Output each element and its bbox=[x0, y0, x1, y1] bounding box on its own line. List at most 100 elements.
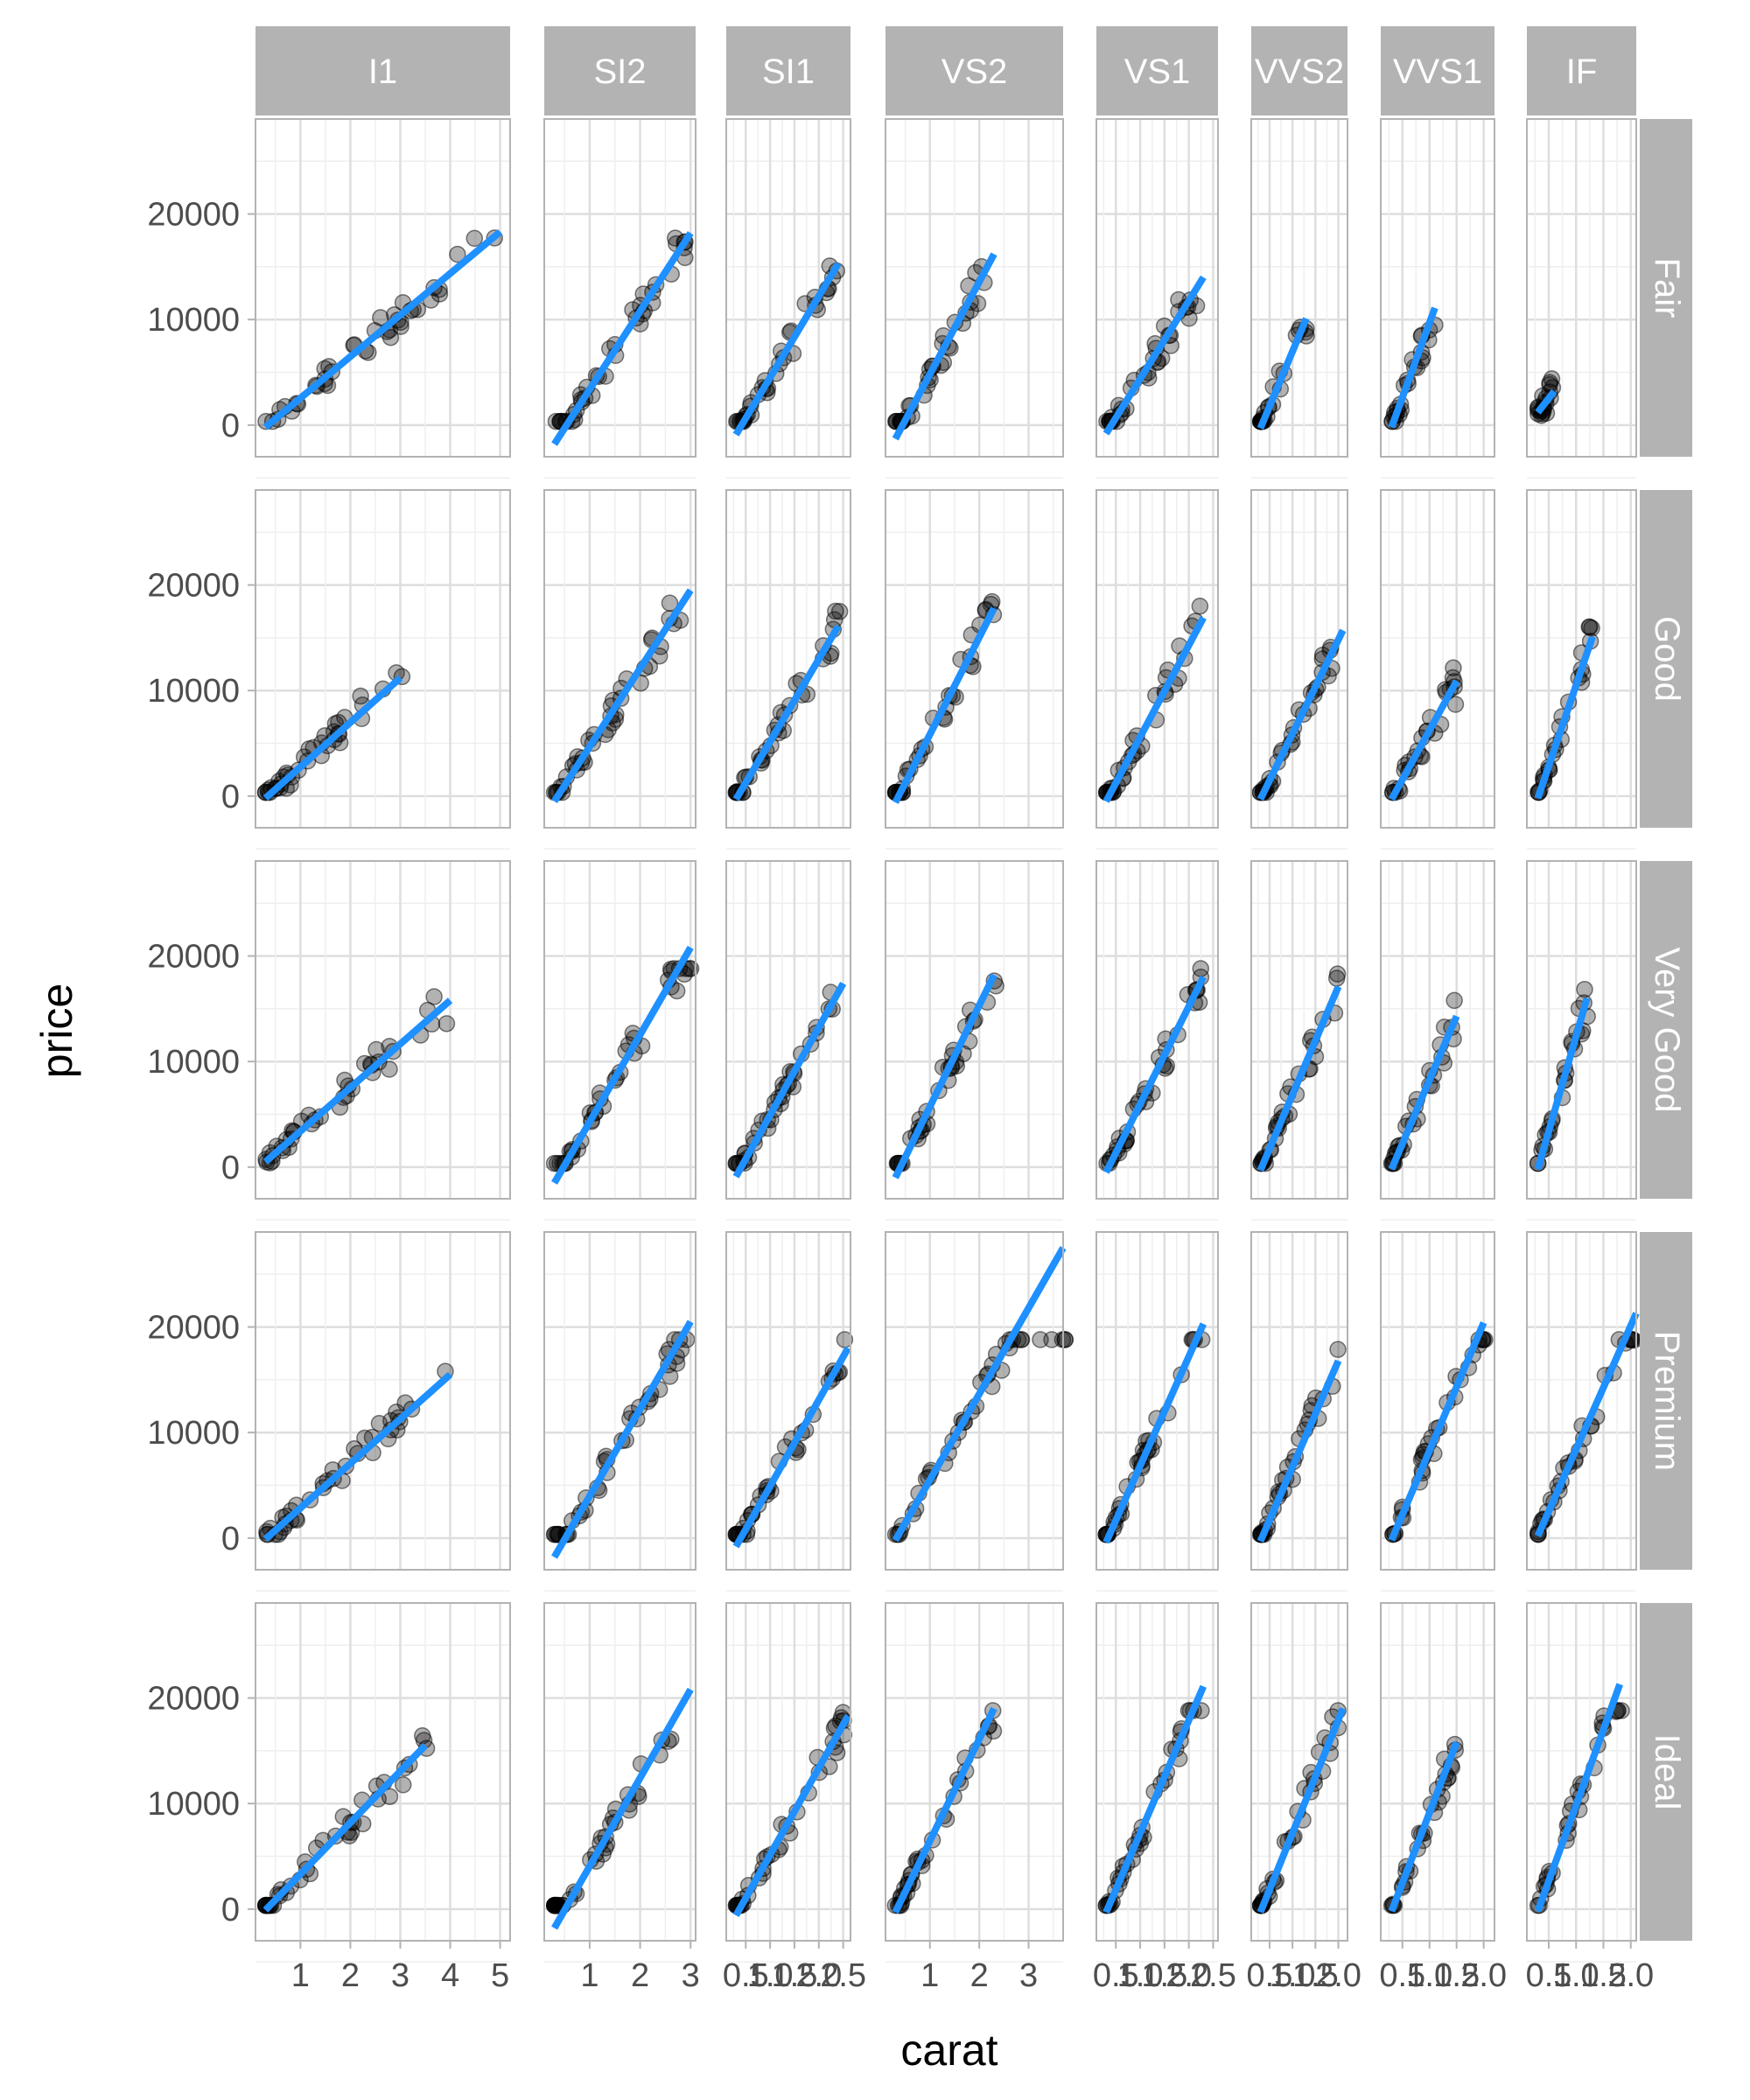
scatter-point bbox=[438, 1015, 456, 1032]
facet-panel-vvs1-fair bbox=[1380, 118, 1495, 479]
scatter-point bbox=[827, 602, 844, 620]
fit-line bbox=[1534, 635, 1596, 800]
x-tick-label: 1.0 bbox=[1117, 1957, 1164, 1994]
fit-line bbox=[1256, 1359, 1342, 1544]
fit-line bbox=[1102, 1684, 1207, 1914]
column-strip-label: VS2 bbox=[942, 52, 1008, 91]
column-strip bbox=[1381, 26, 1494, 116]
panel-border bbox=[543, 1602, 696, 1942]
panel-border bbox=[1250, 1231, 1348, 1571]
facet-panel-vvs1-ideal bbox=[1380, 1602, 1495, 1963]
x-tick-label: 1 bbox=[291, 1957, 310, 1994]
column-strip-label: VVS2 bbox=[1255, 52, 1344, 91]
x-tick-label: 1.5 bbox=[1433, 1957, 1480, 1994]
row-strip-label: Ideal bbox=[1648, 1734, 1686, 1810]
facet-panel-vs1-premium bbox=[1096, 1231, 1219, 1592]
scatter-point bbox=[352, 687, 369, 705]
x-tick-label: 2.0 bbox=[1315, 1957, 1362, 1994]
fit-line bbox=[262, 1371, 453, 1543]
facet-panel-if-ideal bbox=[1526, 1602, 1637, 1963]
facet-panel-si2-fair bbox=[543, 118, 696, 479]
panel-background bbox=[1381, 490, 1494, 828]
panel-border bbox=[885, 489, 1064, 829]
panel-background bbox=[726, 1603, 850, 1941]
scatter-point bbox=[1446, 991, 1463, 1010]
row-strip bbox=[1640, 119, 1692, 457]
panel-border bbox=[255, 118, 511, 458]
facet-panel-vs2-good bbox=[885, 489, 1064, 850]
y-tick-label: 10000 bbox=[147, 673, 240, 710]
x-tick-label: 4 bbox=[441, 1957, 459, 1994]
facet-panel-si1-good bbox=[725, 489, 851, 850]
scatter-point bbox=[449, 245, 466, 263]
column-strip bbox=[726, 26, 850, 116]
panel-border bbox=[885, 118, 1064, 458]
panel-background bbox=[726, 119, 850, 457]
column-strip bbox=[1251, 26, 1348, 116]
fit-line bbox=[732, 981, 847, 1179]
facet-panel-vs2-premium bbox=[885, 1231, 1074, 1592]
x-tick-label: 0.5 bbox=[1526, 1957, 1572, 1994]
facet-panel-i1-good bbox=[255, 489, 511, 850]
panel-border bbox=[885, 860, 1064, 1200]
y-tick-label: 10000 bbox=[147, 1786, 240, 1823]
x-tick-label: 3 bbox=[391, 1957, 410, 1994]
facet-panel-vvs2-good bbox=[1250, 489, 1348, 850]
x-tick-label: 2.0 bbox=[1607, 1957, 1654, 1994]
x-tick-label: 0.5 bbox=[723, 1957, 769, 1994]
fit-line bbox=[551, 1320, 694, 1559]
panel-border bbox=[543, 1231, 696, 1571]
y-tick-label: 10000 bbox=[147, 302, 240, 339]
x-tick-label: 1 bbox=[580, 1957, 598, 1994]
x-axes: 1 2 3 4 5 1 2 3 0.51.01.52.02.5 1 2 3 0.51.01.52.02.… bbox=[291, 1941, 1654, 1994]
facet-panel-vs2-ideal bbox=[885, 1602, 1064, 1963]
facet-panel-vs2-fair bbox=[885, 118, 1064, 479]
facet-panel-vvs1-good bbox=[1380, 489, 1495, 850]
column-strip bbox=[1096, 26, 1218, 116]
row-strip bbox=[1640, 1603, 1692, 1941]
facet-panel-si2-ideal bbox=[543, 1602, 696, 1963]
x-tick-label: 0.5 bbox=[1247, 1957, 1293, 1994]
row-strip bbox=[1640, 1232, 1692, 1570]
y-tick-label: 10000 bbox=[147, 1044, 240, 1081]
x-tick-label: 2.5 bbox=[1190, 1957, 1236, 1994]
column-strip bbox=[544, 26, 696, 116]
fit-line bbox=[1256, 1707, 1347, 1914]
fit-line bbox=[732, 624, 842, 802]
scatter-point bbox=[1576, 980, 1593, 998]
scatter-point bbox=[661, 594, 679, 612]
x-tick-label: 3 bbox=[1019, 1957, 1038, 1994]
facet-panel-vs2-very-good bbox=[885, 860, 1064, 1221]
x-tick-label: 1.0 bbox=[1406, 1957, 1452, 1994]
panel-background bbox=[544, 1603, 696, 1941]
fit-line bbox=[1535, 388, 1558, 415]
y-tick-label: 20000 bbox=[147, 568, 240, 605]
scatter-point bbox=[1581, 618, 1599, 636]
panel-border bbox=[725, 860, 851, 1200]
facet-panel-vs1-ideal bbox=[1096, 1602, 1219, 1963]
panel-border bbox=[255, 489, 511, 829]
panel-border bbox=[725, 1231, 851, 1571]
panel-border bbox=[1250, 118, 1348, 458]
fit-line bbox=[892, 1706, 998, 1914]
facet-panel-vs1-good bbox=[1096, 489, 1219, 850]
facet-panel-vvs2-ideal bbox=[1250, 1602, 1348, 1963]
panel-border bbox=[1096, 860, 1219, 1200]
panel-border bbox=[1250, 860, 1348, 1200]
panel-border bbox=[255, 860, 511, 1200]
facet-panel-if-fair bbox=[1526, 118, 1637, 479]
column-strip-label: I1 bbox=[368, 52, 397, 91]
facet-panels bbox=[255, 118, 1642, 1963]
row-strip bbox=[1640, 861, 1692, 1199]
y-tick-label: 0 bbox=[221, 408, 240, 444]
fit-line bbox=[1388, 1014, 1460, 1171]
panel-border bbox=[725, 1602, 851, 1942]
fit-line bbox=[1534, 997, 1591, 1171]
x-tick-label: 2.5 bbox=[820, 1957, 866, 1994]
fit-line bbox=[732, 1346, 851, 1549]
fit-line bbox=[1102, 275, 1207, 436]
fit-line bbox=[1534, 1683, 1624, 1913]
column-strip-label: VS1 bbox=[1124, 52, 1191, 91]
x-tick-label: 1 bbox=[920, 1957, 939, 1994]
